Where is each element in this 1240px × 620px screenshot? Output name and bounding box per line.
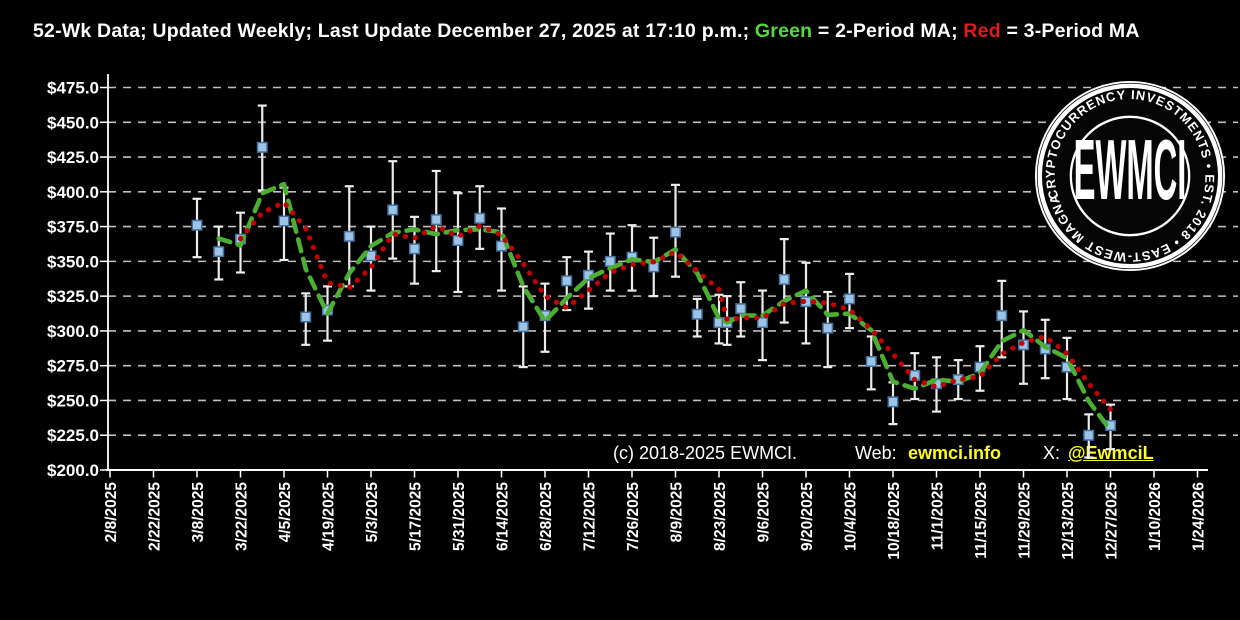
x-axis-label: 6/28/2025: [538, 482, 555, 551]
x-axis-label: 10/4/2025: [843, 482, 860, 551]
header-text: 52-Wk Data; Updated Weekly; Last Update …: [33, 20, 755, 42]
header-green-legend: Green: [754, 20, 813, 42]
y-axis-label: $250.0: [47, 391, 99, 410]
x-axis-label: 8/9/2025: [669, 482, 686, 543]
data-point: [256, 141, 268, 153]
logo-inner-ring: [1069, 115, 1191, 237]
web-label: Web:: [855, 443, 897, 463]
x-axis-label: 11/29/2025: [1017, 482, 1034, 559]
copyright-text: (c) 2018-2025 EWMCI.: [613, 443, 798, 463]
x-label: X:: [1043, 443, 1061, 463]
data-point: [996, 310, 1008, 322]
data-point: [1083, 429, 1095, 441]
ewmci-logo: CRYPTOCURRENCY INVESTMENTS • EST. 2018 •…: [1033, 79, 1226, 272]
y-axis-label: $350.0: [47, 252, 99, 271]
logo-outer-ring: [1037, 83, 1223, 269]
y-axis-label: $200.0: [47, 461, 99, 480]
x-axis-label: 8/23/2025: [712, 482, 729, 551]
data-point: [191, 219, 203, 231]
y-axis-label: $450.0: [47, 113, 99, 132]
x-axis-label: 5/3/2025: [364, 482, 381, 543]
data-point: [670, 226, 681, 238]
x-axis-label: 12/13/2025: [1060, 482, 1077, 560]
data-point: [387, 204, 399, 216]
y-axis-label: $475.0: [47, 79, 99, 98]
x-axis-label: 1/24/2026: [1191, 482, 1208, 551]
y-axis-label: $425.0: [47, 148, 99, 167]
x-axis-label: 1/10/2026: [1147, 482, 1164, 551]
x-axis-label: 5/17/2025: [408, 482, 425, 551]
website-link[interactable]: ewmci.info: [908, 443, 1002, 463]
header-green-def: = 2-Period MA;: [812, 20, 964, 42]
x-axis-label: 2/8/2025: [103, 482, 120, 543]
logo-center-text: EWMCI: [1074, 122, 1187, 218]
data-point: [517, 321, 529, 333]
x-axis-label: 4/5/2025: [277, 482, 294, 543]
x-axis-label: 9/6/2025: [756, 482, 773, 543]
data-point: [822, 322, 834, 334]
attribution-bar: (c) 2018-2025 EWMCI. Web: ewmci.info X: …: [0, 443, 1240, 467]
data-point: [691, 308, 703, 320]
data-point: [343, 230, 355, 242]
x-axis-label: 11/1/2025: [930, 482, 947, 550]
data-point: [778, 273, 790, 285]
data-point: [213, 246, 225, 258]
x-axis-label: 10/18/2025: [886, 482, 903, 560]
chart-header: 52-Wk Data; Updated Weekly; Last Update …: [33, 20, 1240, 43]
data-point: [561, 275, 573, 287]
x-axis-label: 3/8/2025: [190, 482, 207, 543]
x-axis-label: 7/26/2025: [625, 482, 642, 551]
x-axis-label: 9/20/2025: [799, 482, 816, 551]
data-point: [844, 293, 855, 305]
data-point: [300, 311, 312, 323]
y-axis-label: $300.0: [47, 322, 99, 341]
data-point: [430, 214, 442, 226]
header-red-def: = 3-Period MA: [1000, 20, 1140, 42]
x-axis-label: 12/27/2025: [1104, 482, 1121, 560]
data-point: [278, 215, 290, 227]
x-axis-label: 7/12/2025: [582, 482, 599, 551]
x-axis-label: 5/31/2025: [451, 482, 468, 551]
header-red-legend: Red: [963, 20, 1001, 42]
x-axis-label: 4/19/2025: [321, 482, 338, 551]
ma2-green-line: [216, 181, 1113, 433]
y-axis-label: $225.0: [47, 426, 99, 445]
data-point: [409, 243, 420, 255]
y-axis-label: $275.0: [47, 357, 99, 376]
x-axis-label: 6/14/2025: [495, 482, 512, 551]
y-axis-label: $400.0: [47, 183, 99, 202]
axes: $475.0 $450.0 $425.0 $400.0 $375.0 $350.0 $325…: [47, 74, 1208, 560]
x-axis-label: 3/22/2025: [234, 482, 251, 551]
y-axis-label: $325.0: [47, 287, 99, 306]
data-point: [452, 235, 464, 246]
ma3-red-line: [237, 199, 1114, 412]
data-point: [887, 396, 899, 408]
logo-outer-glow: [1034, 80, 1226, 272]
data-point: [474, 212, 486, 224]
y-axis-label: $375.0: [47, 218, 99, 237]
x-axis-label: 2/22/2025: [147, 482, 164, 551]
x-axis-label: 11/15/2025: [973, 482, 990, 559]
data-point: [735, 303, 747, 315]
data-point: [865, 356, 877, 368]
data-point: [757, 317, 768, 329]
